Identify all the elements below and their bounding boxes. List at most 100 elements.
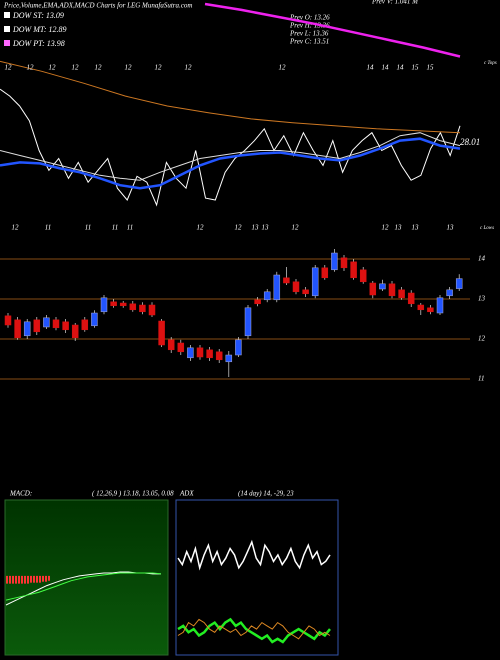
histogram-bar	[27, 575, 29, 584]
candle-body	[331, 252, 338, 271]
candle-body	[455, 278, 463, 289]
candle-body	[369, 282, 377, 296]
date-label: 13	[447, 224, 455, 232]
histogram-bar	[39, 575, 41, 583]
legend-label: DOW ST: 13.09	[12, 11, 64, 20]
candle-body	[62, 321, 69, 331]
histogram-bar	[36, 575, 38, 583]
date-label: 14	[382, 64, 390, 72]
series-line	[0, 88, 461, 207]
candle-body	[52, 319, 60, 329]
adx-panel	[175, 499, 339, 656]
candle-body	[446, 289, 453, 297]
panel-params: ( 12,26,9 ) 13.18, 13.05, 0.08	[92, 490, 174, 498]
date-label: 12	[292, 224, 300, 232]
info-text: Prev C: 13.51	[289, 38, 329, 46]
candle-body	[398, 289, 405, 299]
date-label: 12	[279, 64, 287, 72]
title: Price,Volume,EMA,ADX,MACD Charts for LEG…	[3, 2, 192, 10]
histogram-bar	[30, 575, 32, 583]
candle-body	[81, 319, 89, 331]
candle-body	[158, 320, 165, 346]
adx-line	[177, 617, 331, 644]
histogram-bar	[33, 575, 35, 583]
candle-body	[119, 302, 127, 307]
candle-body	[177, 342, 185, 353]
series-line	[0, 137, 461, 190]
candle-body	[148, 304, 156, 316]
date-label: 14	[397, 64, 405, 72]
axis-note: c Tops	[484, 61, 497, 66]
candle-body	[139, 304, 146, 313]
date-label: 12	[125, 64, 133, 72]
histogram-bar	[24, 575, 26, 584]
y-tick-label: 12	[478, 335, 486, 343]
histogram-bar	[45, 575, 47, 582]
date-label: 12	[185, 64, 193, 72]
candle-body	[254, 299, 261, 305]
candle-body	[14, 319, 21, 339]
date-label: 12	[382, 224, 390, 232]
date-label: 13	[395, 224, 403, 232]
candle-body	[100, 297, 108, 313]
axis-note: c Lows	[480, 226, 494, 231]
candle-body	[91, 312, 98, 327]
histogram-bar	[18, 575, 20, 584]
candle-body	[4, 315, 12, 326]
end-label: 28.01	[460, 137, 480, 147]
y-tick-label: 14	[478, 255, 486, 263]
date-label: 11	[127, 224, 133, 232]
candle-body	[359, 269, 367, 283]
date-label: 12	[12, 224, 20, 232]
histogram-bar	[15, 575, 17, 584]
candle-body	[273, 274, 281, 301]
candle-body	[33, 319, 41, 333]
histogram-bar	[21, 575, 23, 584]
candle-body	[187, 347, 194, 359]
series-line	[204, 2, 461, 58]
date-label: 11	[112, 224, 118, 232]
date-label: 15	[427, 64, 435, 72]
candle-body	[244, 307, 252, 337]
macd-line	[5, 572, 162, 601]
date-label: 12	[5, 64, 13, 72]
candle-body	[379, 283, 386, 290]
candle-body	[129, 303, 137, 311]
info-text: Prev L: 13.36	[289, 30, 329, 38]
candle-body	[302, 289, 309, 295]
candle-body	[283, 277, 290, 284]
date-label: 12	[197, 224, 205, 232]
candle-body	[340, 257, 348, 269]
histogram-bar	[9, 575, 11, 584]
date-label: 13	[262, 224, 270, 232]
info-text: Prev V: 1.041 M	[371, 0, 419, 6]
info-text: Prev O: 13.26	[289, 14, 330, 22]
legend-swatch	[4, 12, 10, 18]
candle-body	[427, 307, 434, 313]
legend-label: DOW MT: 12.89	[12, 25, 67, 34]
candle-body	[215, 351, 223, 361]
candle-body	[196, 347, 204, 358]
date-label: 12	[235, 224, 243, 232]
histogram-bar	[12, 575, 14, 584]
date-label: 11	[85, 224, 91, 232]
series-line	[0, 60, 461, 134]
histogram-bar	[42, 575, 44, 582]
histogram-bar	[48, 575, 50, 581]
y-tick-label: 13	[478, 295, 486, 303]
panel-label: MACD:	[9, 490, 32, 498]
adx-line	[177, 618, 331, 640]
candle-body	[321, 267, 329, 279]
adx-line	[177, 539, 331, 571]
legend-label: DOW PT: 13.98	[12, 39, 65, 48]
candle-body	[235, 339, 242, 356]
candle-body	[388, 283, 396, 297]
date-label: 14	[367, 64, 375, 72]
info-text: Prev H: 13.36	[289, 22, 330, 30]
candle-body	[436, 297, 444, 314]
legend-swatch	[4, 40, 10, 46]
date-label: 12	[155, 64, 163, 72]
candle-body	[417, 304, 425, 311]
candle-body	[43, 317, 50, 328]
